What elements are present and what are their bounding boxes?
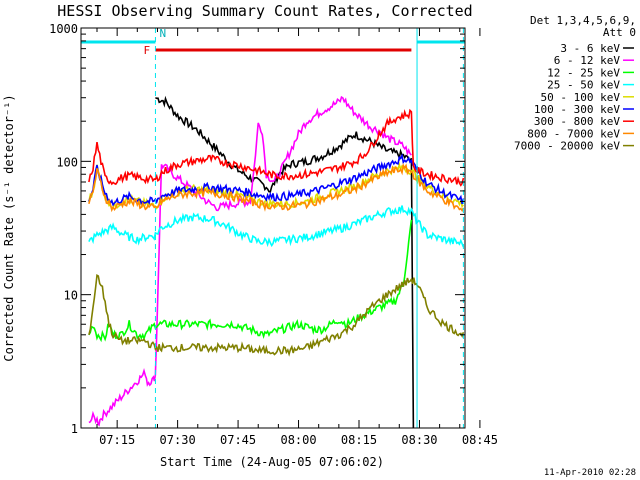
x-axis-label: Start Time (24-Aug-05 07:06:02) [160, 455, 384, 469]
x-tick-label: 08:30 [401, 433, 437, 447]
series-300-800-kev [88, 108, 465, 187]
x-tick-label: 08:45 [462, 433, 498, 447]
legend-label-300-800-kev: 300 - 800 keV [534, 115, 620, 128]
y-tick-label: 10 [64, 289, 78, 303]
x-tick-label: 07:30 [160, 433, 196, 447]
legend-label-50-100-kev: 50 - 100 keV [541, 91, 621, 104]
series-100-300-kev [88, 153, 465, 207]
timestamp: 11-Apr-2010 02:28 [544, 468, 636, 478]
night-label: N [159, 27, 166, 40]
legend-label-7000-20000-kev: 7000 - 20000 keV [514, 140, 620, 153]
legend-label-3-6-kev: 3 - 6 keV [560, 42, 620, 55]
flare-label: F [143, 44, 150, 57]
y-tick-label: 1000 [49, 22, 78, 36]
y-tick-label: 100 [56, 155, 78, 169]
legend-label-6-12-kev: 6 - 12 keV [554, 54, 621, 67]
series-25-50-kev [88, 205, 465, 248]
x-tick-label: 07:45 [220, 433, 256, 447]
series-layer [88, 95, 465, 428]
series-6-12-kev [88, 95, 412, 427]
legend-label-12-25-kev: 12 - 25 keV [547, 66, 620, 79]
chart-title: HESSI Observing Summary Count Rates, Cor… [57, 2, 472, 20]
legend-title-2: Att 0 [603, 26, 636, 39]
y-tick-label: 1 [71, 422, 78, 436]
x-tick-label: 08:00 [280, 433, 316, 447]
legend-label-100-300-kev: 100 - 300 keV [534, 103, 620, 116]
series-7000-20000-kev [88, 274, 465, 357]
series-3-6-kev [155, 95, 415, 428]
y-axis-label: Corrected Count Rate (s⁻¹ detector⁻¹) [2, 94, 16, 361]
legend-title: Det 1,3,4,5,6,9, [530, 14, 636, 27]
plot-frame [80, 27, 466, 429]
axis-layer: 07:15 07:30 07:45 08:00 08:15 08:30 08:45 1 10 10… [49, 22, 498, 447]
x-tick-label: 07:15 [99, 433, 135, 447]
legend-label-800-7000-kev: 800 - 7000 keV [527, 127, 620, 140]
x-tick-label: 08:15 [341, 433, 377, 447]
series-800-7000-kev [88, 163, 465, 213]
legend-label-25-50-kev: 25 - 50 keV [547, 79, 620, 92]
series-12-25-kev [88, 219, 413, 343]
annotation-layer: NF [81, 27, 465, 428]
